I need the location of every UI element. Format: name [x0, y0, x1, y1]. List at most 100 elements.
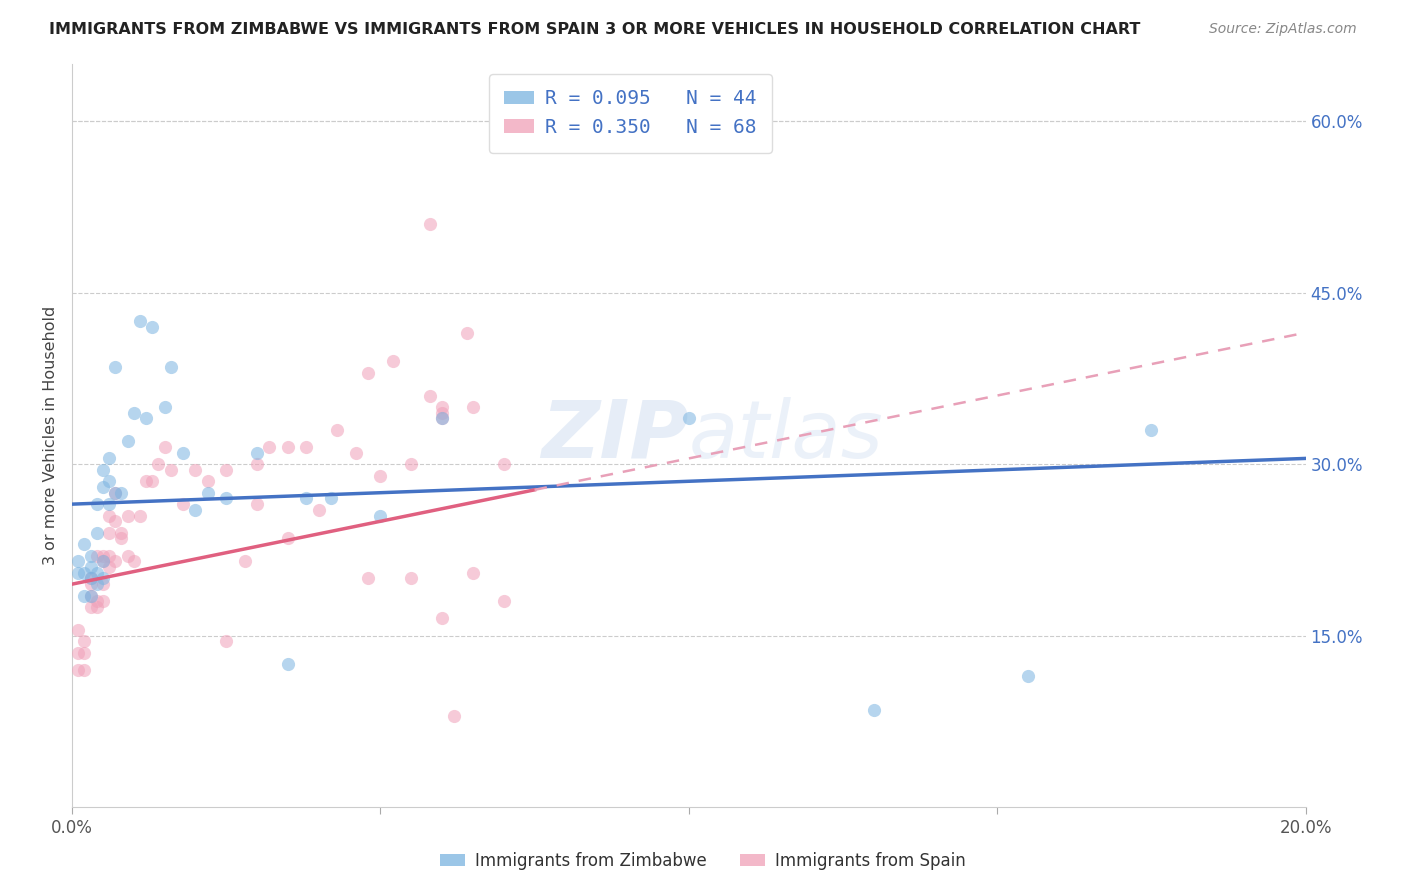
Point — [430, 400, 453, 414]
Point — [215, 634, 238, 648]
Point — [1017, 668, 1039, 682]
Text: Source: ZipAtlas.com: Source: ZipAtlas.com — [1209, 22, 1357, 37]
Point — [86, 577, 108, 591]
Point — [79, 600, 101, 615]
Point — [86, 600, 108, 615]
Point — [215, 463, 238, 477]
Point — [419, 217, 441, 231]
Point — [172, 446, 194, 460]
Point — [104, 554, 127, 568]
Point — [79, 571, 101, 585]
Point — [308, 503, 330, 517]
Point — [122, 406, 145, 420]
Point — [678, 411, 700, 425]
Point — [98, 525, 121, 540]
Point — [86, 525, 108, 540]
Point — [91, 554, 114, 568]
Point — [246, 446, 269, 460]
Legend: Immigrants from Zimbabwe, Immigrants from Spain: Immigrants from Zimbabwe, Immigrants fro… — [433, 846, 973, 877]
Point — [370, 468, 392, 483]
Point — [104, 485, 127, 500]
Point — [98, 475, 121, 489]
Point — [246, 497, 269, 511]
Point — [67, 623, 90, 637]
Point — [197, 485, 219, 500]
Point — [79, 549, 101, 563]
Point — [153, 440, 176, 454]
Point — [233, 554, 256, 568]
Point — [128, 314, 150, 328]
Legend: R = 0.095   N = 44, R = 0.350   N = 68: R = 0.095 N = 44, R = 0.350 N = 68 — [489, 74, 772, 153]
Point — [86, 566, 108, 580]
Point — [148, 457, 170, 471]
Point — [67, 646, 90, 660]
Point — [110, 525, 132, 540]
Point — [110, 532, 132, 546]
Point — [135, 475, 157, 489]
Point — [73, 646, 96, 660]
Point — [128, 508, 150, 523]
Point — [86, 594, 108, 608]
Point — [277, 440, 299, 454]
Point — [381, 354, 404, 368]
Point — [79, 560, 101, 574]
Point — [73, 663, 96, 677]
Point — [117, 549, 139, 563]
Point — [110, 485, 132, 500]
Point — [399, 571, 422, 585]
Point — [79, 589, 101, 603]
Point — [399, 457, 422, 471]
Point — [117, 508, 139, 523]
Point — [277, 657, 299, 672]
Point — [461, 400, 484, 414]
Point — [295, 491, 318, 506]
Point — [67, 554, 90, 568]
Point — [98, 497, 121, 511]
Point — [73, 566, 96, 580]
Point — [184, 463, 207, 477]
Point — [153, 400, 176, 414]
Point — [73, 634, 96, 648]
Point — [430, 406, 453, 420]
Point — [141, 320, 163, 334]
Point — [91, 594, 114, 608]
Point — [117, 434, 139, 449]
Point — [159, 463, 181, 477]
Point — [370, 508, 392, 523]
Point — [91, 480, 114, 494]
Point — [443, 708, 465, 723]
Text: atlas: atlas — [689, 397, 883, 475]
Text: ZIP: ZIP — [541, 397, 689, 475]
Point — [91, 549, 114, 563]
Point — [91, 554, 114, 568]
Point — [319, 491, 342, 506]
Point — [357, 366, 380, 380]
Point — [86, 497, 108, 511]
Point — [67, 566, 90, 580]
Point — [1140, 423, 1163, 437]
Point — [104, 514, 127, 528]
Point — [91, 571, 114, 585]
Point — [215, 491, 238, 506]
Point — [492, 594, 515, 608]
Point — [197, 475, 219, 489]
Point — [79, 589, 101, 603]
Point — [86, 549, 108, 563]
Point — [91, 463, 114, 477]
Point — [98, 508, 121, 523]
Point — [91, 577, 114, 591]
Point — [104, 359, 127, 374]
Point — [430, 411, 453, 425]
Point — [141, 475, 163, 489]
Point — [184, 503, 207, 517]
Point — [67, 663, 90, 677]
Point — [357, 571, 380, 585]
Point — [430, 411, 453, 425]
Point — [104, 485, 127, 500]
Point — [73, 537, 96, 551]
Point — [862, 703, 884, 717]
Y-axis label: 3 or more Vehicles in Household: 3 or more Vehicles in Household — [44, 306, 58, 566]
Point — [135, 411, 157, 425]
Point — [79, 577, 101, 591]
Point — [344, 446, 367, 460]
